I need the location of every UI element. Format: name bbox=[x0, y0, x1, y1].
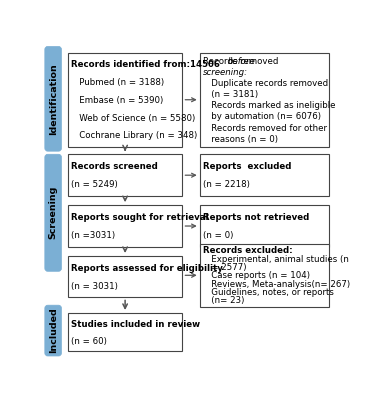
Text: (n = 3031): (n = 3031) bbox=[71, 282, 118, 291]
FancyBboxPatch shape bbox=[200, 205, 329, 247]
FancyBboxPatch shape bbox=[68, 205, 182, 247]
Text: Duplicate records removed: Duplicate records removed bbox=[203, 79, 328, 88]
Text: (n =3031): (n =3031) bbox=[71, 231, 115, 240]
Text: Reports not retrieved: Reports not retrieved bbox=[203, 213, 309, 222]
Text: Records removed: Records removed bbox=[203, 57, 281, 66]
Text: Embase (n = 5390): Embase (n = 5390) bbox=[71, 96, 164, 105]
FancyBboxPatch shape bbox=[200, 154, 329, 196]
Text: Included: Included bbox=[48, 308, 58, 354]
Text: Pubmed (n = 3188): Pubmed (n = 3188) bbox=[71, 78, 164, 87]
Text: Reports  excluded: Reports excluded bbox=[203, 162, 292, 171]
Text: Records identified from:14506: Records identified from:14506 bbox=[71, 60, 220, 69]
FancyBboxPatch shape bbox=[68, 313, 182, 351]
Text: (n = 5249): (n = 5249) bbox=[71, 180, 118, 189]
Text: (n = 2218): (n = 2218) bbox=[203, 180, 250, 189]
Text: (n = 0): (n = 0) bbox=[203, 231, 233, 240]
Text: Records removed for other: Records removed for other bbox=[203, 124, 327, 132]
Text: Web of Science (n = 5580): Web of Science (n = 5580) bbox=[71, 114, 195, 122]
Text: (n= 23): (n= 23) bbox=[203, 296, 245, 305]
Text: Records excluded:: Records excluded: bbox=[203, 246, 293, 255]
Text: Cochrane Library (n = 348): Cochrane Library (n = 348) bbox=[71, 131, 198, 140]
Text: Guidelines, notes, or reports: Guidelines, notes, or reports bbox=[203, 288, 334, 297]
Text: (n = 3181): (n = 3181) bbox=[203, 90, 258, 99]
Text: by automation (n= 6076): by automation (n= 6076) bbox=[203, 112, 321, 121]
FancyBboxPatch shape bbox=[45, 46, 61, 151]
FancyBboxPatch shape bbox=[68, 53, 182, 146]
Text: Studies included in review: Studies included in review bbox=[71, 320, 200, 329]
Text: reasons (n = 0): reasons (n = 0) bbox=[203, 135, 278, 144]
Text: Identification: Identification bbox=[48, 63, 58, 135]
Text: Reports sought for retrieval: Reports sought for retrieval bbox=[71, 213, 209, 222]
Text: Experimental, animal studies (n: Experimental, animal studies (n bbox=[203, 255, 349, 264]
FancyBboxPatch shape bbox=[45, 305, 61, 356]
Text: screening:: screening: bbox=[203, 68, 248, 77]
Text: Screening: Screening bbox=[48, 186, 58, 240]
FancyBboxPatch shape bbox=[200, 53, 329, 146]
FancyBboxPatch shape bbox=[68, 154, 182, 196]
Text: = 2577): = 2577) bbox=[203, 263, 246, 272]
FancyBboxPatch shape bbox=[68, 256, 182, 298]
Text: (n = 60): (n = 60) bbox=[71, 337, 107, 346]
Text: before: before bbox=[227, 57, 255, 66]
FancyBboxPatch shape bbox=[200, 244, 329, 307]
Text: Reports assessed for eligibility: Reports assessed for eligibility bbox=[71, 264, 223, 273]
Text: Case reports (n = 104): Case reports (n = 104) bbox=[203, 271, 310, 280]
Text: Records screened: Records screened bbox=[71, 162, 158, 171]
Text: Records marked as ineligible: Records marked as ineligible bbox=[203, 101, 336, 110]
Text: Reviews, Meta-analysis(n= 267): Reviews, Meta-analysis(n= 267) bbox=[203, 280, 350, 288]
FancyBboxPatch shape bbox=[45, 154, 61, 271]
